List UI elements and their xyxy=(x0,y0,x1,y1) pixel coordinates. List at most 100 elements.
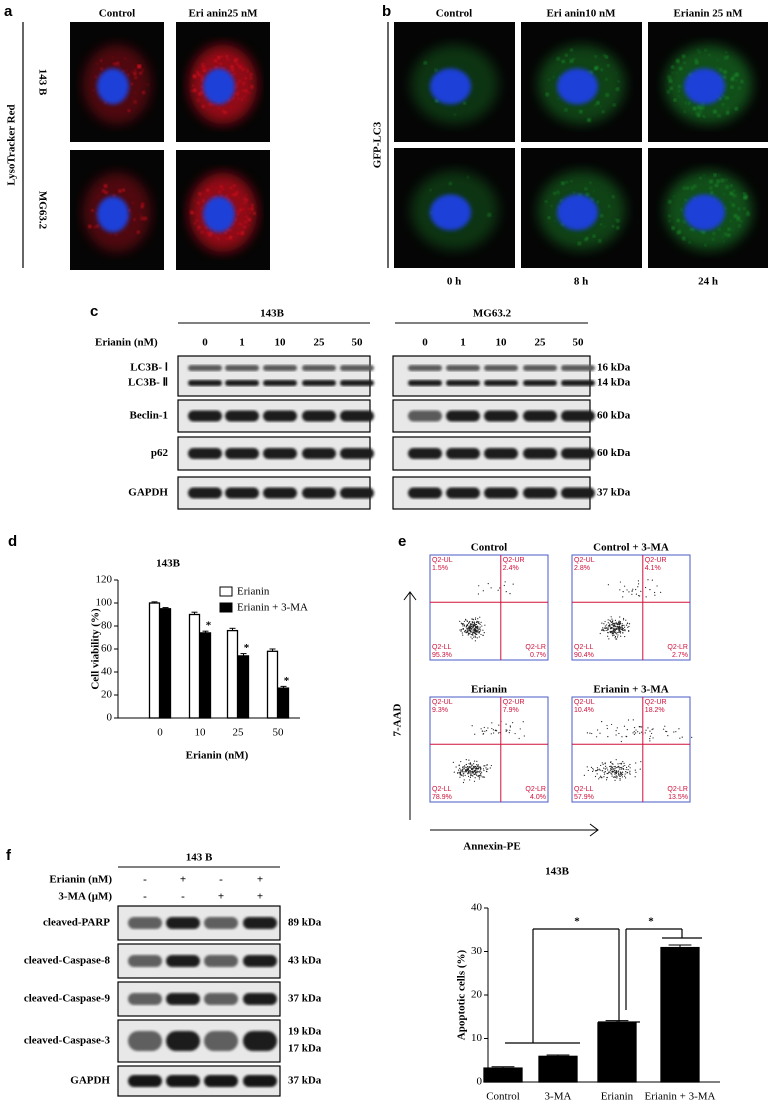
event xyxy=(605,629,607,632)
puncta xyxy=(698,110,702,114)
puncta xyxy=(682,186,686,190)
event xyxy=(598,778,600,780)
event xyxy=(480,771,483,773)
event xyxy=(628,591,630,593)
event xyxy=(477,629,479,631)
event xyxy=(603,623,605,625)
image-content xyxy=(537,170,626,250)
event xyxy=(623,762,625,764)
y-tick-label: 120 xyxy=(96,574,113,586)
event xyxy=(610,626,612,629)
event xyxy=(644,732,646,734)
nucleus xyxy=(97,196,129,233)
plot-title: Control xyxy=(471,542,507,554)
event xyxy=(519,728,521,730)
band xyxy=(243,1031,277,1051)
puncta xyxy=(127,73,130,77)
event xyxy=(601,762,603,764)
puncta xyxy=(684,101,688,105)
event xyxy=(628,630,630,632)
event xyxy=(662,728,665,730)
puncta xyxy=(594,55,597,58)
puncta xyxy=(127,109,131,113)
event xyxy=(491,722,493,724)
puncta xyxy=(131,201,135,204)
puncta xyxy=(133,69,137,72)
event xyxy=(465,619,467,621)
bar xyxy=(199,632,212,719)
puncta xyxy=(133,99,137,104)
event xyxy=(645,729,647,731)
band xyxy=(263,410,297,422)
dose: 25 xyxy=(535,337,547,349)
event xyxy=(602,763,604,765)
event xyxy=(479,630,481,633)
blot-label: LC3B- Ⅱ xyxy=(128,377,168,389)
puncta xyxy=(725,178,728,182)
event xyxy=(638,726,640,728)
band xyxy=(523,410,557,422)
event xyxy=(621,624,623,627)
band xyxy=(523,365,557,371)
puncta xyxy=(708,53,711,57)
puncta xyxy=(668,79,673,83)
band xyxy=(484,448,518,459)
y-tick-label: 40 xyxy=(101,666,113,678)
quadrant-name: Q2-LL xyxy=(574,644,594,651)
puncta xyxy=(134,92,136,94)
puncta xyxy=(679,207,683,211)
event xyxy=(458,771,460,773)
event xyxy=(467,627,469,629)
bar xyxy=(538,1055,578,1083)
puncta xyxy=(712,232,716,235)
event xyxy=(618,629,620,631)
event xyxy=(626,589,628,591)
event xyxy=(621,623,623,625)
puncta xyxy=(239,69,242,72)
event xyxy=(627,626,629,628)
event xyxy=(497,589,499,591)
event xyxy=(619,616,621,618)
puncta xyxy=(230,68,235,73)
event xyxy=(633,726,636,729)
puncta xyxy=(677,89,681,93)
puncta xyxy=(234,191,236,194)
event xyxy=(614,779,616,782)
puncta xyxy=(592,234,596,238)
panel-label: b xyxy=(382,3,391,20)
event xyxy=(466,624,469,626)
event xyxy=(629,773,631,775)
event xyxy=(471,618,473,620)
puncta xyxy=(114,62,118,66)
puncta xyxy=(673,83,675,86)
event xyxy=(474,618,476,621)
puncta xyxy=(140,216,145,221)
puncta xyxy=(587,118,591,122)
event xyxy=(469,621,471,623)
column-header: Control xyxy=(99,8,135,20)
image-content xyxy=(189,44,257,124)
event xyxy=(480,766,482,768)
quadrant-value: 9.3% xyxy=(432,707,448,714)
event xyxy=(619,622,622,624)
puncta xyxy=(684,198,687,202)
band xyxy=(225,380,259,386)
event xyxy=(474,617,477,619)
puncta xyxy=(205,194,208,197)
row-label: 143 B xyxy=(36,69,48,96)
puncta xyxy=(710,191,714,195)
puncta xyxy=(725,51,728,54)
puncta xyxy=(249,76,253,80)
puncta xyxy=(721,103,725,106)
event xyxy=(651,728,653,731)
event xyxy=(602,627,604,629)
puncta xyxy=(605,55,609,59)
puncta xyxy=(713,173,717,177)
event xyxy=(462,771,464,773)
puncta xyxy=(209,59,212,62)
puncta xyxy=(201,104,205,109)
puncta xyxy=(95,224,100,229)
event xyxy=(611,624,613,626)
puncta xyxy=(668,219,671,223)
puncta xyxy=(134,75,138,80)
